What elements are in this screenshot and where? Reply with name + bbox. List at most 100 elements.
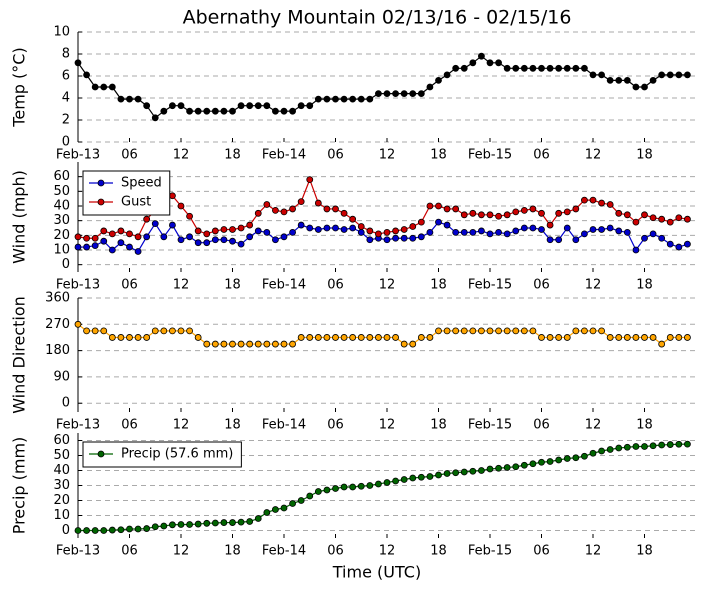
y-tick-label: 20 bbox=[53, 493, 70, 508]
data-point bbox=[409, 223, 417, 230]
data-point bbox=[589, 226, 597, 233]
data-point bbox=[194, 227, 202, 235]
x-tick-label: Feb-15 bbox=[468, 418, 512, 433]
data-point bbox=[675, 334, 683, 341]
data-point bbox=[606, 446, 614, 453]
x-tick-label: 18 bbox=[636, 544, 653, 559]
x-tick-label: 06 bbox=[121, 148, 138, 163]
data-point bbox=[478, 467, 485, 474]
data-point bbox=[306, 102, 314, 110]
x-tick-label: 06 bbox=[327, 148, 344, 163]
data-point bbox=[563, 64, 571, 72]
data-point bbox=[512, 227, 520, 235]
data-point bbox=[134, 525, 142, 533]
data-point bbox=[263, 228, 271, 236]
data-point bbox=[623, 211, 631, 219]
data-point bbox=[108, 230, 116, 238]
y-tick-label: 270 bbox=[45, 317, 70, 332]
x-tick-label: 06 bbox=[121, 418, 138, 433]
data-point bbox=[74, 320, 82, 328]
data-point bbox=[486, 59, 494, 67]
data-point bbox=[289, 107, 296, 115]
data-point bbox=[83, 243, 90, 251]
data-point bbox=[74, 59, 82, 67]
x-tick-label: 12 bbox=[173, 148, 190, 163]
data-point bbox=[134, 248, 142, 255]
data-point bbox=[349, 334, 357, 341]
data-point bbox=[512, 64, 520, 72]
data-point bbox=[246, 102, 254, 110]
data-point bbox=[581, 64, 588, 72]
data-point bbox=[306, 176, 314, 184]
data-point bbox=[263, 102, 271, 110]
data-point bbox=[392, 90, 399, 97]
data-point bbox=[563, 208, 571, 216]
data-point bbox=[203, 239, 211, 247]
data-point bbox=[443, 327, 451, 335]
data-point bbox=[297, 198, 305, 206]
x-tick-label: 12 bbox=[173, 418, 190, 433]
data-point bbox=[623, 443, 631, 451]
data-point bbox=[117, 334, 125, 341]
data-point bbox=[169, 102, 176, 110]
data-point bbox=[83, 71, 90, 79]
data-point bbox=[229, 107, 236, 115]
data-point bbox=[443, 71, 451, 79]
data-point bbox=[563, 224, 571, 232]
data-point bbox=[684, 240, 691, 248]
data-point bbox=[572, 236, 580, 244]
data-point bbox=[615, 209, 623, 217]
x-tick-label: 06 bbox=[327, 544, 344, 559]
data-point bbox=[91, 234, 99, 242]
x-tick-label: 18 bbox=[430, 418, 447, 433]
data-point bbox=[314, 95, 322, 103]
data-point bbox=[74, 233, 82, 241]
data-point bbox=[237, 102, 245, 110]
data-point bbox=[478, 211, 485, 219]
x-tick-label: Feb-13 bbox=[56, 278, 100, 293]
data-point bbox=[117, 526, 125, 534]
x-tick-label: 12 bbox=[379, 544, 396, 559]
data-point bbox=[452, 327, 460, 335]
data-point bbox=[211, 340, 219, 348]
data-point bbox=[623, 228, 631, 236]
data-point bbox=[151, 114, 159, 122]
x-tick-label: 12 bbox=[379, 418, 396, 433]
x-tick-label: 06 bbox=[327, 418, 344, 433]
data-point bbox=[512, 208, 520, 216]
data-point bbox=[143, 334, 151, 341]
legend-label: Precip (57.6 mm) bbox=[121, 447, 233, 462]
data-point bbox=[658, 215, 666, 223]
data-point bbox=[357, 223, 365, 230]
x-tick-label: 18 bbox=[224, 418, 241, 433]
data-point bbox=[666, 334, 674, 341]
data-point bbox=[177, 327, 185, 335]
data-point bbox=[375, 480, 382, 488]
data-point bbox=[529, 64, 537, 72]
data-point bbox=[529, 327, 537, 335]
data-point bbox=[658, 234, 666, 242]
data-point bbox=[426, 228, 434, 236]
y-tick-label: 180 bbox=[45, 343, 70, 358]
data-point bbox=[91, 83, 99, 91]
data-point bbox=[332, 224, 339, 232]
x-tick-label: 06 bbox=[533, 278, 550, 293]
data-point bbox=[254, 227, 262, 235]
data-point bbox=[675, 440, 683, 448]
data-point bbox=[108, 246, 116, 254]
data-point bbox=[306, 224, 314, 232]
data-point bbox=[581, 452, 588, 460]
legend-box bbox=[82, 170, 171, 216]
data-point bbox=[229, 519, 236, 526]
data-point bbox=[366, 236, 374, 244]
data-point bbox=[383, 479, 391, 486]
data-point bbox=[169, 221, 176, 229]
x-tick-label: 18 bbox=[224, 278, 241, 293]
data-point bbox=[426, 334, 434, 341]
data-point bbox=[126, 243, 133, 251]
data-point bbox=[375, 230, 382, 238]
data-point bbox=[486, 327, 494, 335]
data-point bbox=[589, 327, 597, 335]
data-point bbox=[100, 227, 108, 235]
data-point bbox=[306, 492, 314, 500]
